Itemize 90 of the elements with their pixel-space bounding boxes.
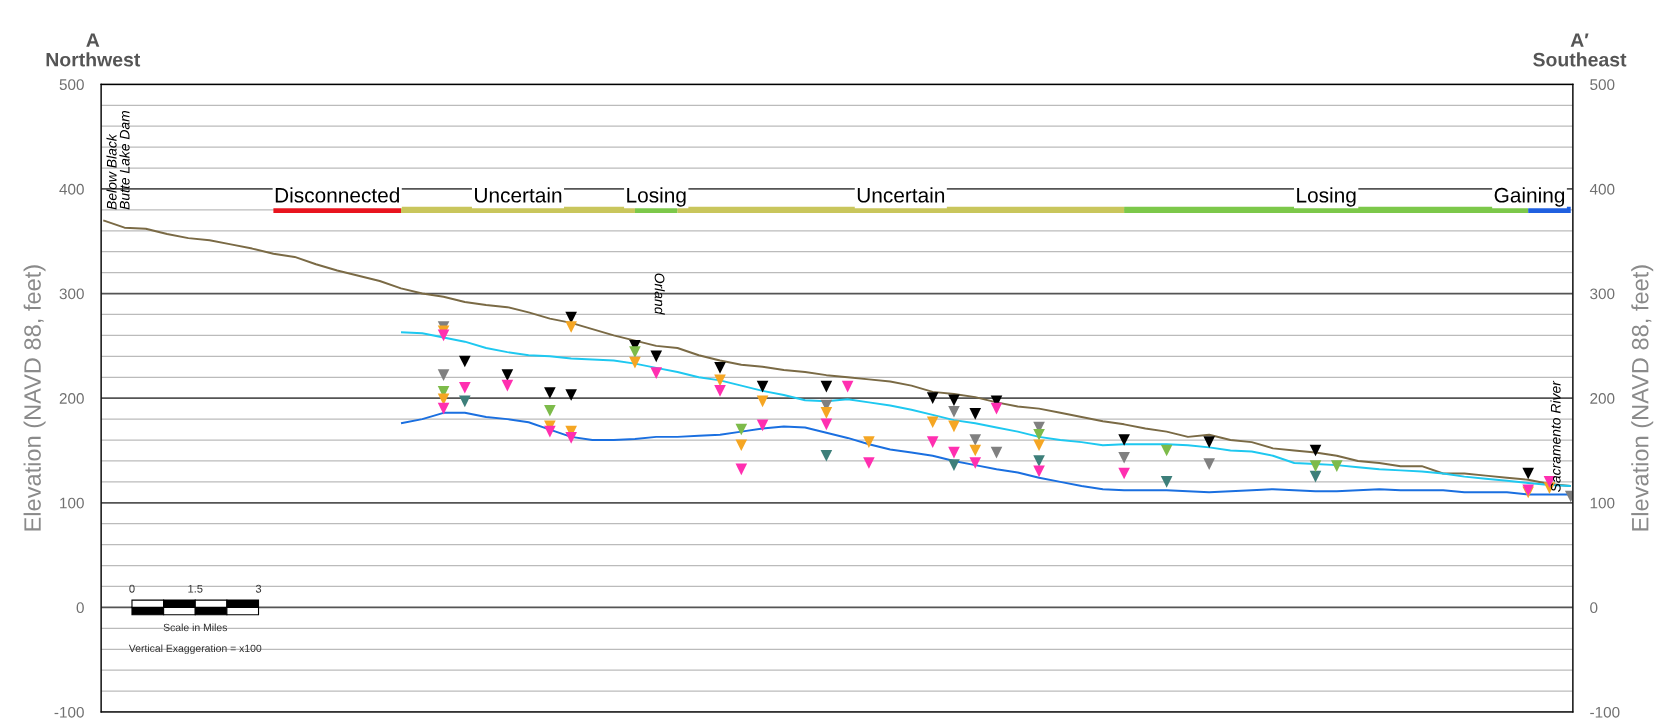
- point: [820, 449, 833, 462]
- point: [1033, 428, 1045, 441]
- point: [1118, 467, 1130, 480]
- y2-tick-label: 400: [1589, 183, 1615, 195]
- series-label: Disconnected: [275, 187, 399, 203]
- point: [969, 408, 982, 420]
- annotation: Vertical Exaggeration = x100: [128, 644, 262, 655]
- point: [1309, 460, 1322, 472]
- point: [1160, 476, 1173, 488]
- point: [629, 356, 641, 369]
- point: [544, 425, 556, 438]
- point: [990, 446, 1003, 459]
- point: [714, 385, 726, 397]
- point: [863, 457, 875, 469]
- point: [948, 405, 960, 418]
- point: [948, 394, 960, 407]
- point: [926, 416, 939, 429]
- point: [544, 404, 556, 417]
- y2-tick-label: 100: [1590, 497, 1615, 509]
- annotation: Scale in Miles: [163, 623, 228, 632]
- point: [714, 362, 726, 374]
- point: [1522, 467, 1535, 480]
- point: [1033, 455, 1045, 467]
- text: A′ Southeast: [1533, 33, 1627, 67]
- y-tick-label: 300: [59, 288, 84, 300]
- point: [756, 395, 769, 408]
- point: [459, 355, 471, 368]
- annotation: 1.5: [188, 584, 203, 593]
- point: [820, 407, 833, 419]
- point: [565, 389, 577, 401]
- point: [969, 457, 982, 469]
- annotation: 0: [129, 584, 135, 593]
- point: [735, 423, 748, 436]
- point: [969, 434, 982, 446]
- point: [565, 432, 577, 444]
- point: [501, 369, 514, 381]
- series-label: Uncertain: [475, 187, 562, 203]
- point: [1203, 436, 1215, 448]
- y-tick-label: 0: [76, 602, 84, 614]
- point: [437, 402, 450, 415]
- annotation: Orland: [654, 273, 665, 315]
- y2-tick-label: 500: [1590, 79, 1615, 91]
- point: [565, 321, 577, 333]
- point: [1160, 444, 1173, 457]
- point: [820, 418, 833, 431]
- y2-axis-title: Elevation (NAVD 88, feet): [1631, 265, 1654, 531]
- point: [969, 444, 982, 457]
- point: [1118, 434, 1130, 446]
- point: [1203, 458, 1215, 470]
- point: [948, 459, 960, 471]
- point: [437, 369, 450, 381]
- point: [735, 463, 748, 476]
- series-label: Uncertain: [857, 187, 945, 203]
- point: [841, 380, 854, 393]
- point: [1118, 452, 1130, 464]
- point: [756, 419, 769, 432]
- y-tick-label: 500: [59, 79, 84, 91]
- series-label: Gaining: [1494, 187, 1565, 207]
- y-tick-label: 200: [59, 393, 84, 404]
- text: A Northwest: [46, 33, 141, 67]
- point: [756, 380, 769, 393]
- point: [926, 436, 939, 448]
- point: [1033, 439, 1045, 452]
- point: [820, 380, 833, 393]
- annotation: Below Black Butte Lake Dam: [106, 110, 130, 210]
- point: [863, 436, 875, 448]
- point: [735, 439, 748, 452]
- series-label: Losing: [1297, 187, 1356, 207]
- annotation: 3: [255, 584, 262, 593]
- point: [1330, 460, 1343, 472]
- point: [437, 329, 450, 342]
- y2-tick-label: 200: [1590, 393, 1615, 404]
- series-label: Losing: [627, 187, 686, 207]
- point: [544, 387, 556, 399]
- y-tick-label: 100: [60, 497, 84, 509]
- point: [926, 392, 939, 404]
- y-tick-label: -100: [54, 706, 84, 718]
- point: [629, 346, 641, 358]
- annotation: Sacramento River: [1550, 380, 1561, 492]
- y2-tick-label: 0: [1590, 602, 1598, 614]
- y-axis-title: Elevation (NAVD 88, feet): [23, 265, 46, 531]
- point: [990, 402, 1003, 415]
- point: [1309, 444, 1322, 457]
- point: [459, 381, 471, 394]
- point: [501, 379, 514, 392]
- y2-tick-label: 300: [1590, 288, 1615, 300]
- point: [650, 350, 663, 363]
- point: [650, 367, 663, 379]
- y2-tick-label: -100: [1590, 706, 1620, 718]
- y-tick-label: 400: [59, 183, 84, 195]
